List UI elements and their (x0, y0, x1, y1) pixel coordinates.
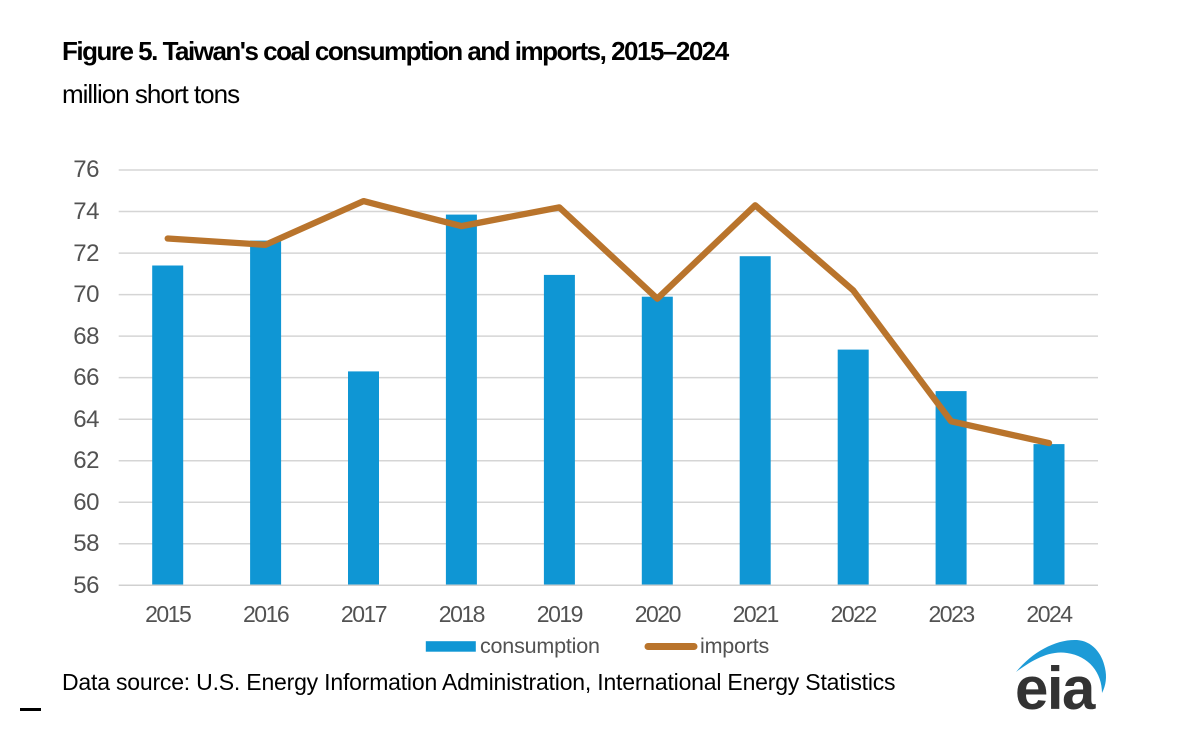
svg-text:eia: eia (1015, 655, 1096, 722)
